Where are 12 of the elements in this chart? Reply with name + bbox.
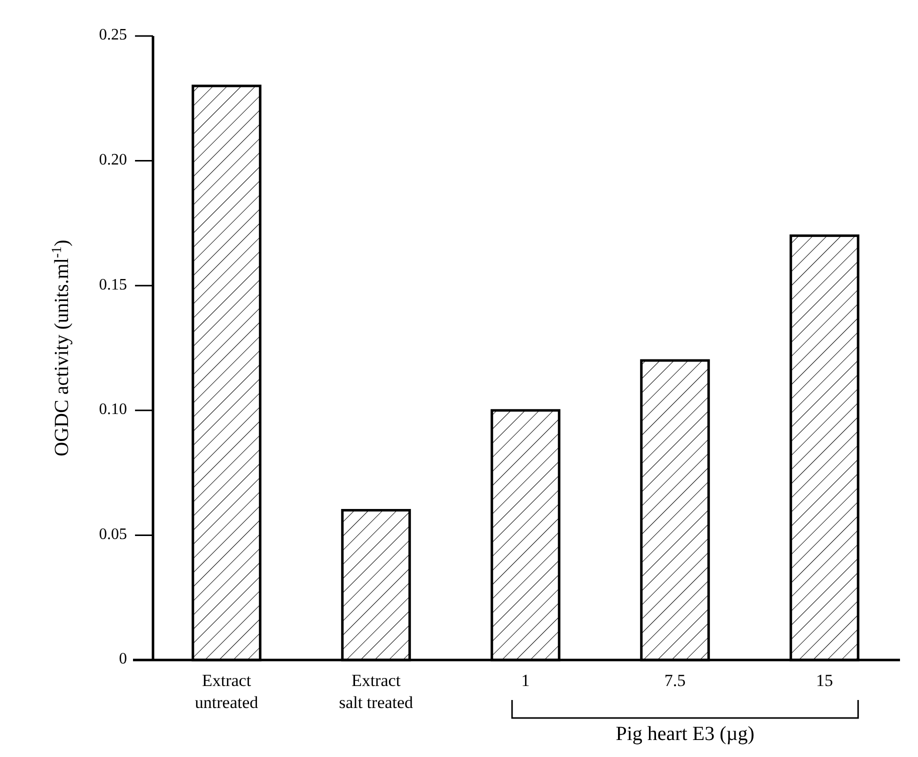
y-tick-label: 0: [119, 650, 127, 668]
x-tick-label: 7.5: [664, 671, 686, 690]
y-tick-label: 0.05: [99, 526, 127, 543]
x-tick-label: 15: [816, 671, 833, 690]
y-tick-label: 0.25: [99, 26, 127, 44]
x-tick-label: Extract salt treated: [338, 671, 414, 712]
x-tick-label: 1: [521, 671, 530, 690]
x-tick-label: Extract untreated: [194, 671, 259, 712]
y-tick-label: 0.20: [99, 151, 127, 168]
text: Pig heart E3 (µg): [616, 723, 754, 745]
y-tick-label: 0.10: [99, 401, 127, 418]
y-tick-label: 0.15: [99, 276, 127, 294]
